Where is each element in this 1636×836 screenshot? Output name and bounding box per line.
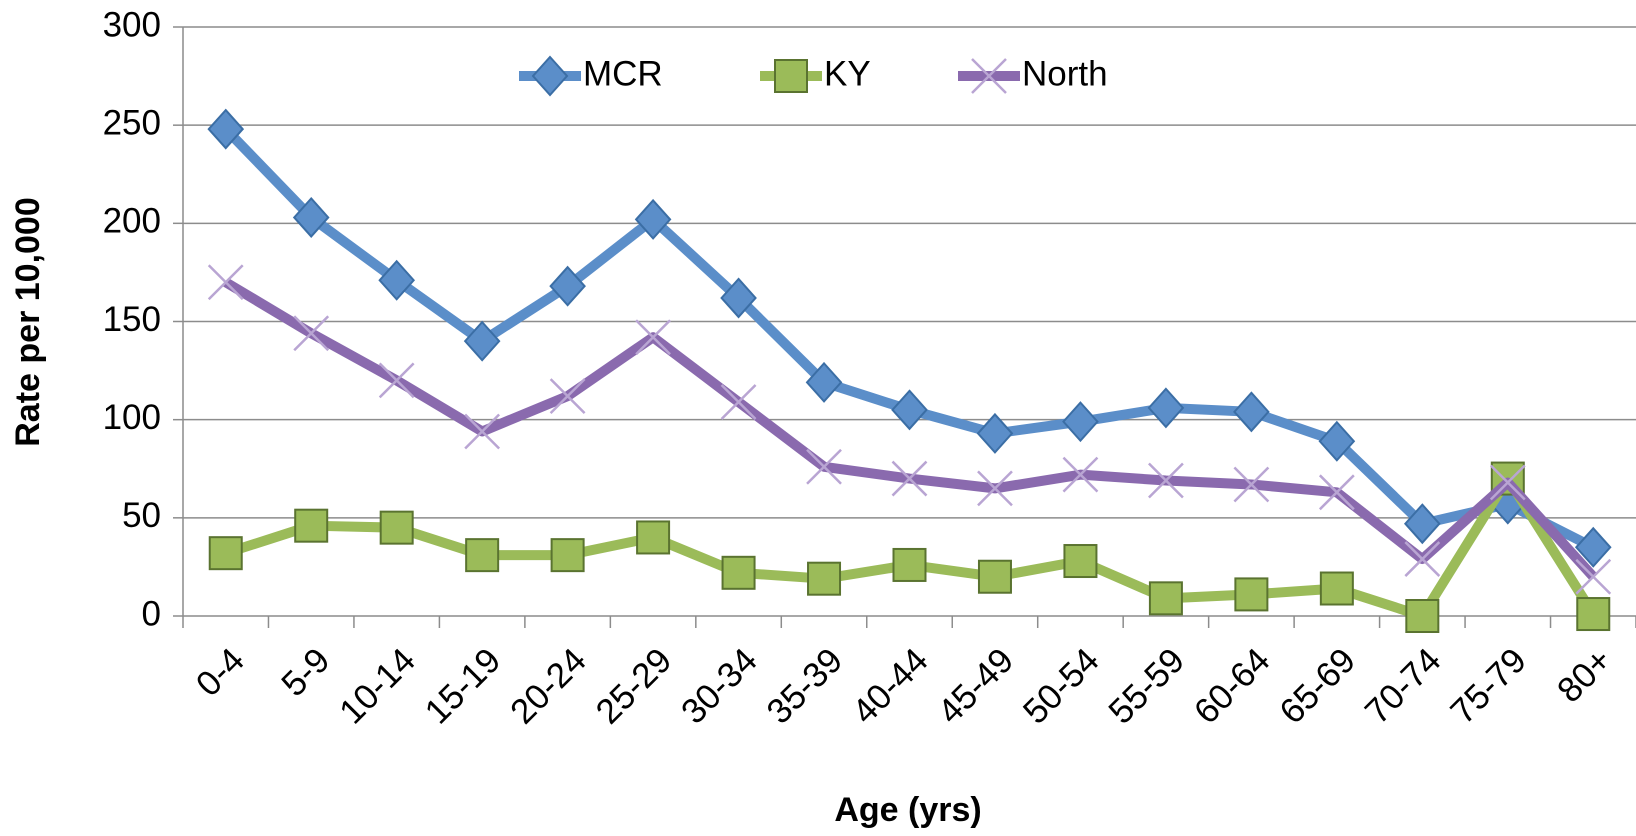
marker	[721, 555, 756, 590]
marker	[977, 470, 1013, 507]
x-tick-label: 50-54	[1016, 641, 1107, 732]
y-tick-label: 250	[103, 103, 161, 142]
x-tick-label: 15-19	[417, 641, 508, 732]
x-tick-label: 80+	[1550, 641, 1620, 711]
marker	[1576, 597, 1611, 632]
marker	[1318, 420, 1356, 462]
legend-label: MCR	[583, 54, 663, 93]
marker	[891, 460, 928, 497]
marker	[464, 413, 501, 450]
marker	[463, 320, 501, 362]
marker	[1318, 474, 1355, 511]
marker	[1062, 401, 1099, 443]
marker	[549, 265, 586, 307]
marker	[807, 561, 842, 596]
series-line	[224, 473, 1598, 621]
marker	[977, 559, 1012, 594]
marker	[378, 362, 415, 399]
marker	[891, 389, 928, 431]
marker	[636, 520, 671, 555]
marker	[208, 536, 243, 571]
x-tick-label: 55-59	[1101, 641, 1192, 732]
marker	[1319, 571, 1354, 606]
marker	[1404, 541, 1441, 577]
y-tick-label: 150	[103, 300, 161, 339]
marker	[1489, 464, 1526, 501]
marker	[531, 55, 569, 97]
marker	[1403, 503, 1441, 545]
marker	[294, 508, 329, 543]
marker	[634, 198, 672, 240]
x-tick-label: 40-44	[845, 641, 936, 732]
y-tick-label: 100	[103, 398, 161, 437]
x-tick-label: 25-29	[588, 641, 679, 732]
marker	[1233, 466, 1270, 503]
marker	[805, 361, 843, 403]
x-tick-label: 10-14	[332, 641, 423, 732]
marker	[1575, 558, 1612, 595]
x-tick-label: 75-79	[1443, 641, 1534, 732]
marker	[207, 264, 244, 301]
marker	[207, 108, 245, 150]
marker	[550, 538, 585, 573]
x-tick-label: 5-9	[274, 641, 337, 704]
marker	[1405, 599, 1440, 633]
marker	[1063, 544, 1098, 579]
y-axis-title: Rate per 10,000	[9, 197, 47, 447]
x-axis-title: Age (yrs)	[834, 791, 981, 829]
marker	[292, 196, 330, 238]
x-tick-label: 70-74	[1358, 641, 1449, 732]
marker	[465, 538, 500, 573]
marker	[1147, 387, 1185, 429]
marker	[774, 59, 808, 93]
legend-label: North	[1022, 54, 1108, 93]
marker	[635, 319, 671, 356]
y-tick-label: 50	[122, 496, 161, 535]
marker	[720, 384, 757, 420]
marker	[976, 412, 1014, 454]
y-tick-label: 0	[142, 594, 161, 633]
x-tick-label: 20-24	[503, 641, 594, 732]
marker	[378, 259, 416, 301]
x-tick-label: 65-69	[1272, 641, 1363, 732]
y-tick-label: 200	[103, 202, 161, 241]
marker	[293, 315, 330, 352]
marker	[1233, 391, 1270, 433]
marker	[806, 448, 842, 485]
marker	[1062, 456, 1099, 493]
x-tick-label: 30-34	[674, 641, 765, 732]
legend-label: KY	[824, 54, 871, 93]
x-tick-label: 0-4	[189, 641, 252, 704]
marker	[892, 547, 927, 582]
x-tick-label: 60-64	[1187, 641, 1278, 732]
marker	[1148, 581, 1183, 616]
x-tick-label: 35-39	[759, 641, 850, 732]
y-tick-label: 300	[103, 5, 161, 44]
marker	[720, 277, 757, 319]
marker	[379, 510, 414, 545]
marker	[549, 378, 586, 414]
marker	[1148, 462, 1184, 499]
marker	[1574, 526, 1612, 568]
marker	[971, 58, 1007, 94]
series-line	[222, 125, 1596, 552]
marker	[1234, 577, 1269, 612]
x-tick-label: 45-49	[930, 641, 1021, 732]
